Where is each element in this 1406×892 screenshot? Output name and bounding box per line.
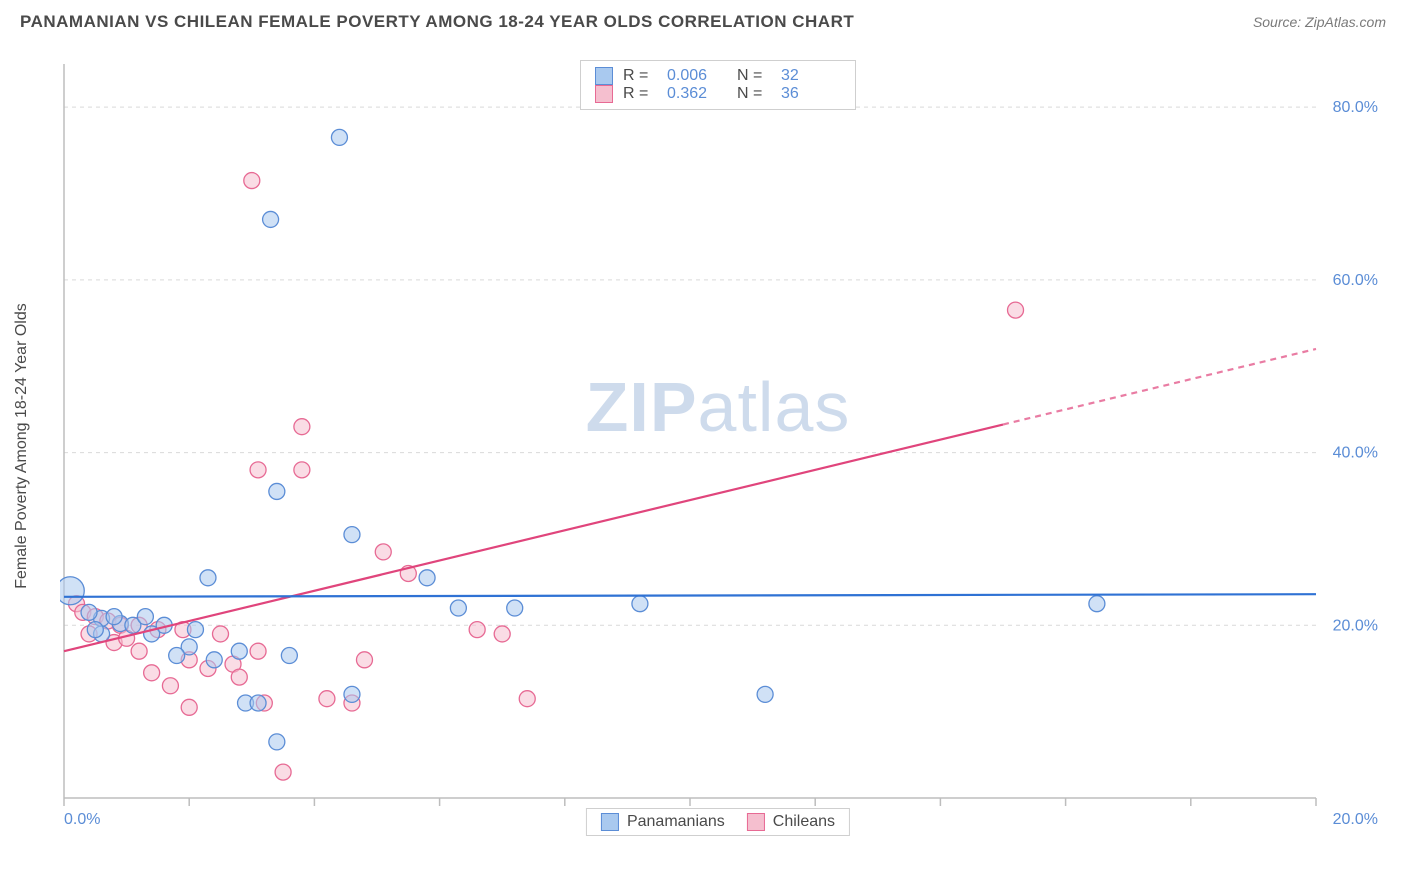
svg-text:20.0%: 20.0% — [1333, 617, 1378, 634]
source-prefix: Source: — [1253, 14, 1305, 30]
legend-stats: R = 0.006 N = 32 R = 0.362 N = 36 — [580, 60, 856, 110]
n-value-chileans: 36 — [781, 85, 841, 103]
r-label: R = — [623, 67, 657, 85]
y-axis-label: Female Poverty Among 18-24 Year Olds — [13, 303, 31, 589]
svg-text:20.0%: 20.0% — [1333, 811, 1378, 828]
source-name: ZipAtlas.com — [1305, 14, 1386, 30]
r-value-chileans: 0.362 — [667, 85, 727, 103]
chart-header: PANAMANIAN VS CHILEAN FEMALE POVERTY AMO… — [0, 0, 1406, 40]
r-value-panamanians: 0.006 — [667, 67, 727, 85]
scatter-plot: 20.0% 40.0% 60.0% 80.0% 0.0% 20.0% — [60, 56, 1386, 836]
swatch-panamanians-icon — [595, 67, 613, 85]
chart-source: Source: ZipAtlas.com — [1253, 14, 1386, 30]
n-value-panamanians: 32 — [781, 67, 841, 85]
swatch-chileans-icon — [595, 85, 613, 103]
r-label: R = — [623, 85, 657, 103]
legend-item-panamanians: Panamanians — [601, 813, 725, 831]
swatch-chileans-icon — [747, 813, 765, 831]
svg-text:40.0%: 40.0% — [1333, 445, 1378, 462]
n-label: N = — [737, 67, 771, 85]
swatch-panamanians-icon — [601, 813, 619, 831]
legend-stats-row-panamanians: R = 0.006 N = 32 — [595, 67, 841, 85]
n-label: N = — [737, 85, 771, 103]
legend-label-panamanians: Panamanians — [627, 813, 725, 831]
legend-series: Panamanians Chileans — [586, 808, 850, 836]
svg-text:60.0%: 60.0% — [1333, 272, 1378, 289]
legend-stats-row-chileans: R = 0.362 N = 36 — [595, 85, 841, 103]
svg-text:80.0%: 80.0% — [1333, 99, 1378, 116]
chart-area: Female Poverty Among 18-24 Year Olds 20.… — [50, 56, 1386, 836]
legend-label-chileans: Chileans — [773, 813, 835, 831]
chart-title: PANAMANIAN VS CHILEAN FEMALE POVERTY AMO… — [20, 12, 854, 32]
svg-text:0.0%: 0.0% — [64, 811, 100, 828]
legend-item-chileans: Chileans — [747, 813, 835, 831]
